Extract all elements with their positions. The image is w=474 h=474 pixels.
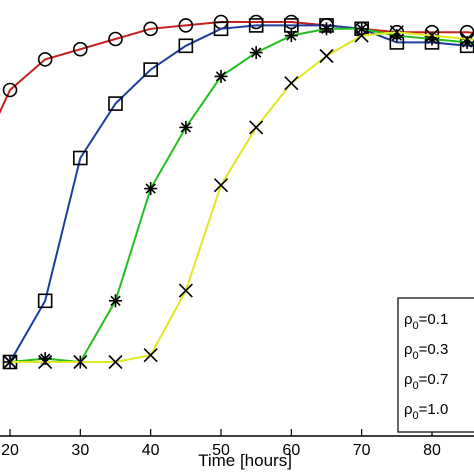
data-point — [284, 29, 298, 43]
data-point — [144, 182, 158, 196]
data-point — [108, 354, 123, 370]
x-tick-label: 50 — [212, 442, 230, 459]
data-point — [2, 82, 18, 98]
data-point — [73, 354, 88, 370]
legend-entry: ρ0=0.7 — [404, 371, 448, 392]
data-point — [355, 22, 369, 36]
data-point — [38, 354, 53, 370]
data-point — [143, 21, 158, 37]
legend-entry: ρ0=1.0 — [404, 401, 448, 422]
x-axis-title: Time [hours] — [198, 451, 292, 470]
data-point — [108, 31, 123, 47]
x-tick-label: 20 — [1, 442, 19, 459]
data-point — [320, 22, 333, 36]
legend-box — [397, 297, 474, 433]
data-point — [249, 46, 263, 60]
series-line-1 — [9, 24, 474, 363]
x-tick-label: 70 — [353, 442, 371, 459]
data-point — [460, 31, 474, 47]
data-point — [424, 28, 440, 43]
data-point — [213, 21, 229, 37]
data-point — [37, 52, 53, 67]
data-point — [213, 178, 229, 193]
data-point — [354, 28, 369, 43]
data-point — [37, 293, 53, 309]
data-point — [248, 18, 264, 33]
data-point — [319, 48, 334, 64]
series-3 — [2, 25, 474, 370]
series-line-0 — [0, 21, 474, 115]
x-tick-label: 30 — [71, 442, 89, 459]
data-point — [390, 29, 404, 43]
x-tick-label: 60 — [282, 442, 300, 459]
data-point — [284, 76, 299, 91]
data-point — [249, 120, 264, 135]
data-point — [143, 62, 158, 77]
data-point — [178, 38, 194, 54]
legend-entry: ρ0=0.3 — [404, 341, 448, 362]
x-tick-label: 80 — [423, 442, 441, 459]
x-tick-label: 40 — [142, 442, 160, 459]
legend-entry: ρ0=0.1 — [404, 311, 448, 332]
axes: 20 30 40 50 60 70 80 — [0, 429, 474, 459]
legend: ρ0=0.1 ρ0=0.3 ρ0=0.7 ρ0=1.0 — [397, 297, 474, 433]
data-point — [73, 41, 88, 57]
data-point — [143, 348, 158, 363]
data-point — [179, 120, 193, 134]
data-point — [178, 18, 194, 33]
data-point — [73, 150, 88, 166]
data-point — [2, 354, 18, 370]
data-point — [109, 294, 122, 308]
data-point — [178, 283, 193, 298]
data-point — [389, 25, 404, 40]
data-point — [214, 69, 228, 83]
data-point — [38, 352, 52, 366]
data-point — [108, 96, 123, 111]
